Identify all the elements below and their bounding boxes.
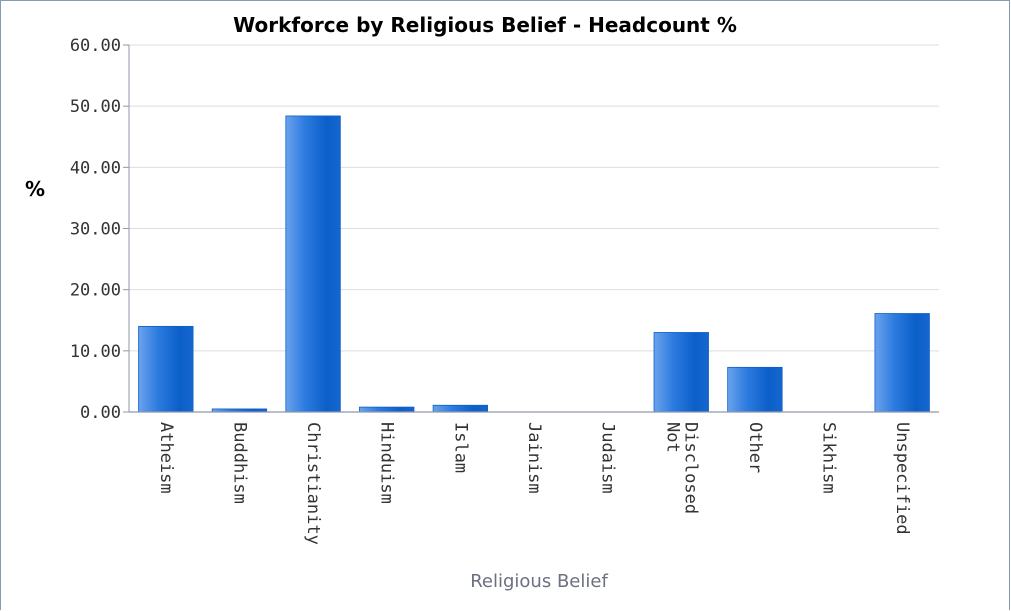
- bar: [432, 404, 489, 413]
- y-tick-label: 20.00: [70, 281, 121, 301]
- x-tick-label: Unspecified: [892, 422, 912, 535]
- x-tick-label: Atheism: [156, 422, 176, 494]
- axes: [123, 44, 939, 413]
- x-tick-label: Jainism: [524, 422, 544, 494]
- x-tick-labels: Atheism Buddhism Christianity Hinduism Islam…: [156, 422, 912, 545]
- x-axis-label: Religious Belief: [470, 571, 608, 592]
- bar: [653, 332, 709, 413]
- y-axis-label: %: [25, 177, 45, 201]
- chart-title: Workforce by Religious Belief - Headcoun…: [233, 13, 737, 37]
- bar: [138, 325, 194, 413]
- bar: [727, 366, 783, 413]
- y-tick-label: 50.00: [70, 97, 121, 117]
- x-tick-label: Disclosed: [680, 422, 700, 514]
- x-tick-label: Islam: [450, 422, 470, 473]
- x-tick-label: Buddhism: [229, 422, 249, 504]
- y-tick-label: 0.00: [80, 403, 121, 423]
- grid-lines: [129, 44, 939, 352]
- y-tick-label: 30.00: [70, 220, 121, 240]
- y-tick-labels: 0.00 10.00 20.00 30.00 40.00 50.00 60.00: [70, 36, 121, 423]
- x-tick-label: Hinduism: [377, 422, 397, 504]
- y-tick-label: 40.00: [70, 158, 121, 178]
- y-tick-label: 60.00: [70, 36, 121, 56]
- bar: [359, 406, 415, 413]
- bar: [285, 115, 341, 413]
- bars: [138, 115, 930, 413]
- x-tick-label: Judaism: [598, 422, 618, 494]
- y-tick-label: 10.00: [70, 342, 121, 362]
- x-tick-label: Other: [745, 422, 765, 473]
- x-tick-label: Christianity: [303, 422, 323, 545]
- bar: [874, 313, 930, 413]
- x-tick-label: Sikhism: [819, 422, 839, 494]
- x-tick-label: Not: [662, 422, 682, 453]
